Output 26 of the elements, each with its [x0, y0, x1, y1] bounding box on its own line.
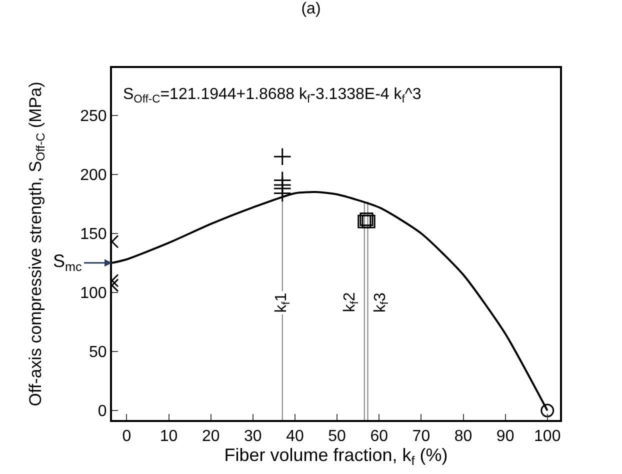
y-tick-label: 200 [80, 166, 107, 184]
point [360, 212, 374, 226]
point [273, 184, 292, 202]
point [362, 214, 376, 228]
chart-title: (a) [301, 0, 321, 18]
y-tick-label: 50 [89, 344, 107, 362]
y-tick-label: 100 [80, 285, 107, 302]
y-tick-label: 150 [80, 226, 107, 243]
x-axis-title: Fiber volume fraction, k$_{f}$ (%) [224, 445, 448, 468]
x-tick-label: 70 [412, 428, 430, 446]
x-tick-label: 100 [534, 428, 561, 446]
x-tick-label: 50 [328, 428, 346, 446]
x-tick-label: 10 [160, 428, 178, 446]
x-tick-label: 0 [122, 428, 132, 446]
x-tick-label: 90 [496, 428, 514, 446]
point [273, 147, 292, 166]
x-tick-label: 40 [286, 428, 304, 446]
annotation: S$_{mc}$ [53, 251, 82, 274]
point [358, 214, 372, 228]
y-tick-label: 250 [80, 108, 107, 125]
x-tick-label: 20 [202, 428, 220, 446]
y-tick-label: 0 [98, 403, 107, 420]
annotation: S$_{Off-C}$=121.1944+1.8688 k$_{f}$-3.1338E-4 k$_{f}$^3 [123, 86, 422, 106]
x-tick-label: 30 [244, 428, 262, 446]
x-tick-label: 60 [370, 428, 388, 446]
x-tick-label: 80 [454, 428, 472, 446]
